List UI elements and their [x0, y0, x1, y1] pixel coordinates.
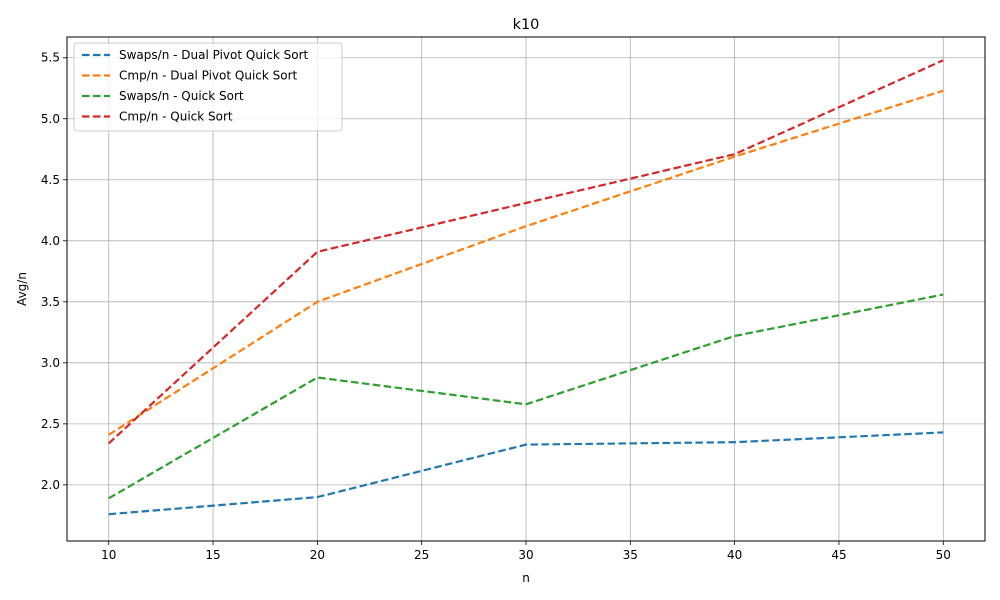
legend-label-1: Swaps/n - Dual Pivot Quick Sort — [119, 48, 309, 62]
x-tick-label: 40 — [727, 548, 742, 562]
legend: Swaps/n - Dual Pivot Quick Sort Cmp/n - D… — [73, 42, 343, 132]
series-line-2 — [108, 89, 944, 436]
y-tick-label: 5.0 — [41, 112, 60, 126]
y-axis-title: Avg/n — [15, 272, 29, 306]
x-axis-title: n — [522, 571, 530, 585]
chart-title: k10 — [513, 17, 540, 33]
series-line-3 — [108, 293, 944, 500]
series-line-1 — [108, 431, 944, 516]
x-tick-label: 45 — [831, 548, 846, 562]
y-tick-label: 4.0 — [41, 234, 60, 248]
legend-label-3: Swaps/n - Quick Sort — [119, 89, 244, 103]
y-tick-label: 3.0 — [41, 356, 60, 370]
y-tick-label: 4.5 — [41, 173, 60, 187]
x-tick-label: 25 — [414, 548, 429, 562]
legend-label-4: Cmp/n - Quick Sort — [119, 110, 233, 124]
x-tick-label: 20 — [310, 548, 325, 562]
y-tick-label: 2.5 — [41, 417, 60, 431]
series-lines — [107, 59, 944, 516]
y-tick-label: 3.5 — [41, 295, 60, 309]
legend-label-2: Cmp/n - Dual Pivot Quick Sort — [119, 69, 298, 83]
axis-ticks: 10 15 20 25 30 35 40 45 50 2.0 2.5 3.0 3.5 4.0 4.5 5.0 5… — [41, 51, 951, 562]
x-tick-label: 50 — [936, 548, 951, 562]
x-tick-label: 30 — [518, 548, 533, 562]
x-tick-label: 10 — [101, 548, 116, 562]
x-tick-label: 35 — [623, 548, 638, 562]
series-line-4 — [107, 59, 944, 445]
y-tick-label: 5.5 — [41, 51, 60, 65]
x-tick-label: 15 — [205, 548, 220, 562]
legend-box — [73, 42, 343, 132]
y-tick-label: 2.0 — [41, 478, 60, 492]
